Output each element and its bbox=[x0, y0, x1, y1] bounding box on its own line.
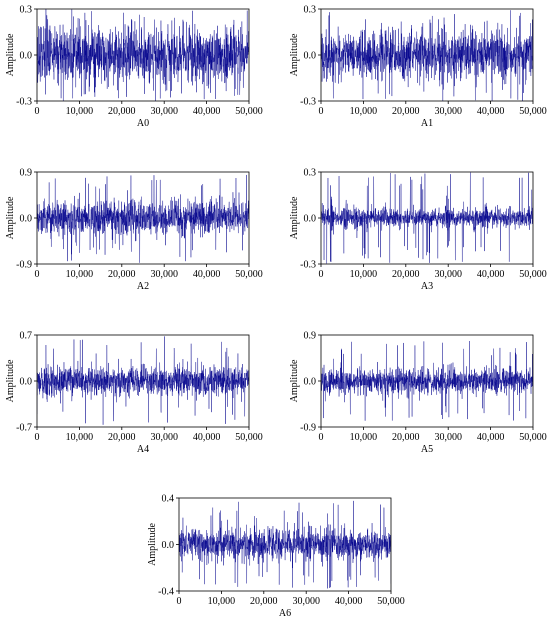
chart-A0: 0 10,000 20,000 30,000 40,000 50,000 0.3 0.0 -0.… bbox=[5, 5, 263, 130]
x-tick-label: 30,000 bbox=[150, 106, 178, 117]
x-tick-label: 10,000 bbox=[350, 432, 378, 443]
x-tick-label: 10,000 bbox=[350, 269, 378, 280]
y-tick-label: 0.0 bbox=[20, 51, 33, 62]
x-tick-label: 0 bbox=[35, 106, 40, 117]
x-tick-label: 40,000 bbox=[193, 106, 221, 117]
y-tick-label: -0.3 bbox=[300, 260, 316, 271]
x-tick-label: 0 bbox=[319, 432, 324, 443]
y-tick-label: 0.3 bbox=[304, 168, 317, 179]
x-tick-label: 0 bbox=[35, 432, 40, 443]
x-tick-label: 20,000 bbox=[250, 596, 278, 607]
x-axis-label: A6 bbox=[279, 608, 291, 619]
chart-A2: 0 10,000 20,000 30,000 40,000 50,000 0.9 0.0 -0.… bbox=[5, 168, 263, 293]
x-tick-label: 30,000 bbox=[434, 269, 462, 280]
y-axis-label: Amplitude bbox=[5, 33, 16, 76]
chart-A3: 0 10,000 20,000 30,000 40,000 50,000 0.3 0.0 -0.… bbox=[289, 168, 547, 293]
x-axis-label: A5 bbox=[421, 444, 433, 455]
x-tick-label: 0 bbox=[319, 106, 324, 117]
x-tick-label: 40,000 bbox=[477, 269, 505, 280]
signal-trace bbox=[321, 340, 533, 421]
signal-trace bbox=[321, 10, 533, 101]
x-tick-label: 20,000 bbox=[108, 432, 136, 443]
x-tick-label: 0 bbox=[177, 596, 182, 607]
signal-trace bbox=[37, 336, 249, 425]
signal-trace bbox=[37, 9, 249, 101]
y-tick-label: 0.4 bbox=[162, 494, 175, 505]
x-tick-label: 30,000 bbox=[150, 432, 178, 443]
x-tick-label: 20,000 bbox=[108, 106, 136, 117]
x-tick-label: 10,000 bbox=[350, 106, 378, 117]
signal-trace bbox=[37, 174, 249, 263]
x-tick-label: 30,000 bbox=[150, 269, 178, 280]
x-tick-label: 50,000 bbox=[519, 106, 547, 117]
y-axis-label: Amplitude bbox=[289, 196, 300, 239]
x-tick-label: 40,000 bbox=[193, 269, 221, 280]
chart-A5: 0 10,000 20,000 30,000 40,000 50,000 0.9 0.0 -0.… bbox=[289, 331, 547, 456]
y-tick-label: 0.7 bbox=[20, 331, 33, 342]
y-tick-label: 0.0 bbox=[162, 540, 175, 551]
x-tick-label: 20,000 bbox=[108, 269, 136, 280]
x-tick-label: 40,000 bbox=[477, 106, 505, 117]
x-tick-label: 10,000 bbox=[66, 269, 94, 280]
y-tick-label: 0.0 bbox=[304, 377, 317, 388]
y-tick-label: 0.3 bbox=[20, 5, 33, 16]
signal-trace bbox=[179, 500, 391, 589]
y-tick-label: 0.0 bbox=[20, 377, 33, 388]
x-axis-label: A0 bbox=[137, 118, 149, 129]
y-tick-label: -0.7 bbox=[16, 423, 32, 434]
x-tick-label: 0 bbox=[319, 269, 324, 280]
y-axis-label: Amplitude bbox=[5, 196, 16, 239]
x-tick-label: 20,000 bbox=[392, 432, 420, 443]
x-tick-label: 10,000 bbox=[208, 596, 236, 607]
x-tick-label: 30,000 bbox=[434, 106, 462, 117]
y-tick-label: 0.9 bbox=[304, 331, 317, 342]
y-axis-label: Amplitude bbox=[147, 523, 158, 566]
y-tick-label: -0.9 bbox=[300, 423, 316, 434]
y-tick-label: -0.3 bbox=[300, 97, 316, 108]
x-axis-label: A4 bbox=[137, 444, 149, 455]
x-axis-label: A2 bbox=[137, 281, 149, 292]
y-tick-label: -0.3 bbox=[16, 97, 32, 108]
y-axis-label: Amplitude bbox=[289, 359, 300, 402]
y-tick-label: 0.0 bbox=[20, 214, 33, 225]
x-tick-label: 20,000 bbox=[392, 106, 420, 117]
chart-A4: 0 10,000 20,000 30,000 40,000 50,000 0.7 0.0 -0.… bbox=[5, 331, 263, 456]
x-tick-label: 10,000 bbox=[66, 106, 94, 117]
x-tick-label: 50,000 bbox=[519, 269, 547, 280]
signal-trace bbox=[321, 172, 533, 264]
x-tick-label: 40,000 bbox=[193, 432, 221, 443]
x-tick-label: 30,000 bbox=[292, 596, 320, 607]
x-tick-label: 50,000 bbox=[235, 432, 263, 443]
y-tick-label: 0.9 bbox=[20, 168, 33, 179]
x-tick-label: 50,000 bbox=[235, 269, 263, 280]
y-tick-label: 0.0 bbox=[304, 214, 317, 225]
x-tick-label: 40,000 bbox=[477, 432, 505, 443]
x-tick-label: 0 bbox=[35, 269, 40, 280]
x-axis-label: A1 bbox=[421, 118, 433, 129]
x-tick-label: 40,000 bbox=[335, 596, 363, 607]
x-tick-label: 20,000 bbox=[392, 269, 420, 280]
x-tick-label: 30,000 bbox=[434, 432, 462, 443]
y-axis-label: Amplitude bbox=[289, 33, 300, 76]
y-tick-label: 0.3 bbox=[304, 5, 317, 16]
y-axis-label: Amplitude bbox=[5, 359, 16, 402]
x-axis-label: A3 bbox=[421, 281, 433, 292]
y-tick-label: 0.0 bbox=[304, 51, 317, 62]
x-tick-label: 50,000 bbox=[377, 596, 405, 607]
y-tick-label: -0.9 bbox=[16, 260, 32, 271]
chart-A6: 0 10,000 20,000 30,000 40,000 50,000 0.4 0.0 -0.… bbox=[147, 494, 405, 619]
chart-A1: 0 10,000 20,000 30,000 40,000 50,000 0.3 0.0 -0.… bbox=[289, 5, 547, 130]
x-tick-label: 10,000 bbox=[66, 432, 94, 443]
y-tick-label: -0.4 bbox=[158, 587, 174, 598]
x-tick-label: 50,000 bbox=[519, 432, 547, 443]
x-tick-label: 50,000 bbox=[235, 106, 263, 117]
